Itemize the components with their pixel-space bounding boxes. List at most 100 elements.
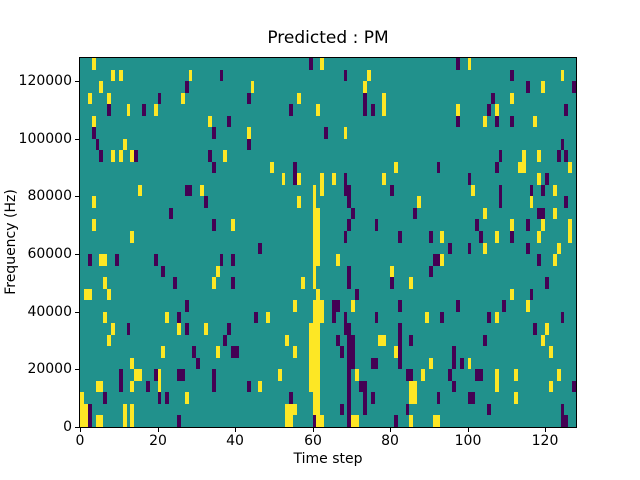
heatmap-cell bbox=[487, 404, 491, 415]
heatmap-cell bbox=[355, 289, 359, 300]
heatmap-cell bbox=[545, 277, 549, 289]
heatmap-cell bbox=[216, 346, 220, 358]
heatmap-cell bbox=[398, 358, 402, 369]
heatmap-cell bbox=[293, 346, 297, 358]
heatmap-cell bbox=[320, 173, 324, 185]
heatmap-cell bbox=[316, 243, 320, 254]
heatmap-cell bbox=[394, 162, 398, 173]
heatmap-cell bbox=[468, 58, 471, 70]
heatmap-cell bbox=[510, 231, 514, 243]
heatmap-cell bbox=[568, 219, 572, 231]
heatmap-cell bbox=[347, 219, 351, 231]
heatmap-cell bbox=[181, 93, 185, 104]
heatmap-cell bbox=[347, 346, 351, 358]
heatmap-cell bbox=[468, 173, 471, 185]
heatmap-cell bbox=[347, 392, 351, 404]
heatmap-cell bbox=[293, 404, 297, 415]
heatmap-cell bbox=[448, 369, 452, 381]
heatmap-cell bbox=[92, 58, 96, 70]
heatmap-cell bbox=[413, 381, 417, 392]
heatmap-cell bbox=[452, 358, 456, 369]
heatmap-cell bbox=[92, 116, 96, 127]
heatmap-cell bbox=[165, 392, 169, 404]
heatmap-cell bbox=[231, 219, 235, 231]
heatmap-cell bbox=[351, 335, 355, 346]
heatmap-cell bbox=[130, 404, 134, 415]
y-tick-label: 60000 bbox=[27, 246, 72, 262]
y-tick-label: 120000 bbox=[18, 73, 72, 89]
heatmap-cell bbox=[522, 162, 526, 173]
heatmap-cell bbox=[313, 323, 316, 335]
heatmap-cell bbox=[526, 243, 530, 254]
heatmap-cell bbox=[468, 392, 471, 404]
heatmap-cell bbox=[332, 300, 336, 312]
heatmap-cell bbox=[99, 381, 103, 392]
heatmap-cell bbox=[382, 335, 386, 346]
heatmap-cell bbox=[103, 277, 107, 289]
heatmap-cell bbox=[347, 185, 351, 196]
heatmap-cell bbox=[181, 369, 185, 381]
heatmap-cell bbox=[316, 346, 320, 358]
heatmap-cell bbox=[433, 254, 437, 266]
heatmap-cell bbox=[92, 196, 96, 208]
heatmap-cell bbox=[406, 369, 409, 381]
heatmap-cell bbox=[491, 93, 495, 104]
heatmap-cell bbox=[499, 185, 502, 196]
heatmap-cell bbox=[247, 93, 251, 104]
heatmap-cell bbox=[541, 219, 545, 231]
heatmap-cell bbox=[223, 335, 227, 346]
heatmap-cell bbox=[440, 254, 444, 266]
heatmap-cell bbox=[258, 243, 262, 254]
heatmap-cell bbox=[421, 369, 425, 381]
heatmap-cell bbox=[483, 116, 487, 127]
heatmap-cell bbox=[297, 173, 301, 185]
heatmap-cell bbox=[483, 335, 487, 346]
heatmap-cell bbox=[96, 381, 99, 392]
heatmap-cell bbox=[429, 358, 433, 369]
heatmap-cell bbox=[107, 289, 111, 300]
heatmap-cell bbox=[309, 335, 313, 346]
x-tick-mark bbox=[390, 428, 391, 432]
heatmap-cell bbox=[526, 300, 530, 312]
heatmap-cell bbox=[258, 381, 262, 392]
heatmap-cell bbox=[522, 150, 526, 162]
heatmap-cell bbox=[316, 231, 320, 243]
heatmap-cell bbox=[316, 289, 320, 300]
heatmap-cell bbox=[316, 358, 320, 369]
heatmap-cell bbox=[313, 277, 316, 289]
heatmap-cell bbox=[344, 173, 347, 185]
heatmap-cell bbox=[483, 243, 487, 254]
heatmap-cell bbox=[103, 254, 107, 266]
heatmap-cell bbox=[425, 312, 429, 323]
heatmap-cells bbox=[80, 58, 576, 427]
heatmap-cell bbox=[127, 323, 130, 335]
heatmap-cell bbox=[289, 392, 293, 404]
heatmap-cell bbox=[537, 231, 541, 243]
heatmap-cell bbox=[134, 150, 138, 162]
heatmap-cell bbox=[212, 277, 216, 289]
heatmap-cell bbox=[553, 185, 557, 196]
heatmap-cell bbox=[409, 335, 413, 346]
heatmap-cell bbox=[138, 185, 142, 196]
x-tick-label: 20 bbox=[149, 433, 167, 449]
heatmap-cell bbox=[541, 208, 545, 219]
heatmap-cell bbox=[561, 415, 564, 427]
heatmap-cell bbox=[351, 358, 355, 369]
heatmap-cell bbox=[316, 312, 320, 323]
heatmap-cell bbox=[344, 185, 347, 196]
heatmap-cell bbox=[479, 231, 483, 243]
heatmap-cell bbox=[351, 346, 355, 358]
x-tick-label: 80 bbox=[381, 433, 399, 449]
heatmap-cell bbox=[371, 392, 375, 404]
heatmap-cell bbox=[185, 81, 189, 93]
heatmap-cell bbox=[185, 185, 189, 196]
heatmap-cell bbox=[293, 300, 297, 312]
heatmap-cell bbox=[266, 312, 270, 323]
heatmap-cell bbox=[460, 358, 464, 369]
y-tick-mark bbox=[75, 312, 79, 313]
y-tick-label: 40000 bbox=[27, 304, 72, 320]
heatmap-cell bbox=[553, 208, 557, 219]
heatmap-cell bbox=[363, 81, 367, 93]
heatmap-cell bbox=[437, 254, 440, 266]
heatmap-cell bbox=[440, 312, 444, 323]
